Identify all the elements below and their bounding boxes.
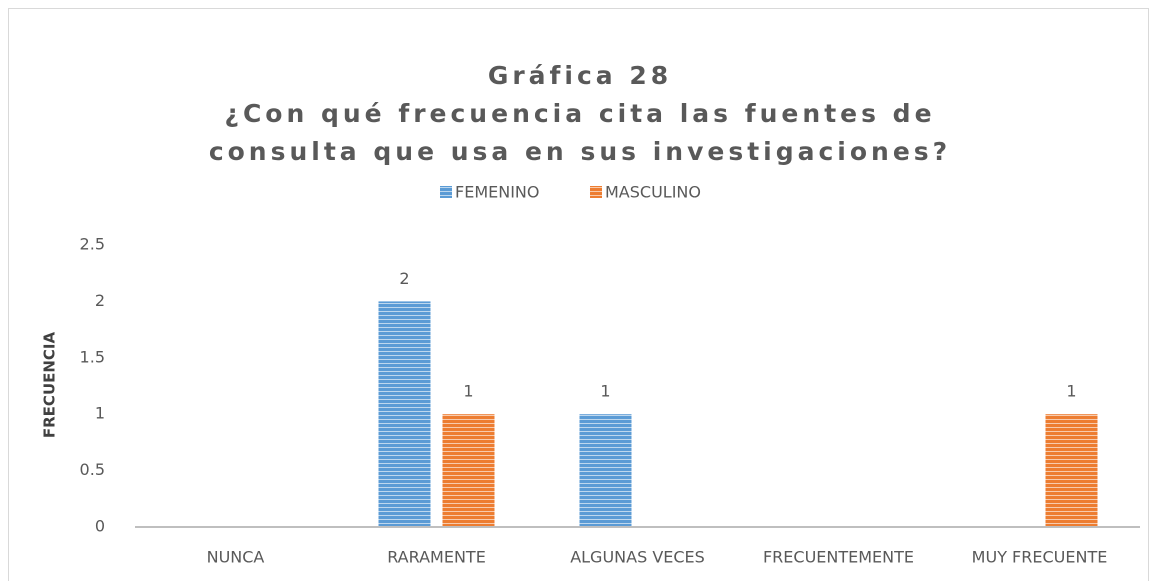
legend-swatch	[590, 186, 602, 198]
data-label: 1	[1066, 382, 1076, 401]
y-tick-label: 0	[95, 517, 105, 536]
data-label: 2	[399, 269, 409, 288]
bar	[378, 301, 431, 527]
chart-title: Gráfica 28	[487, 61, 673, 90]
data-label: 1	[600, 382, 610, 401]
y-tick-label: 2	[95, 291, 105, 310]
y-tick-label: 1	[95, 404, 105, 423]
bar	[579, 414, 632, 527]
y-tick-label: 2.5	[80, 235, 105, 254]
y-tick-label: 0.5	[80, 460, 105, 479]
x-tick-label: ALGUNAS VECES	[570, 548, 705, 567]
y-tick-label: 1.5	[80, 347, 105, 366]
x-tick-label: NUNCA	[207, 548, 265, 567]
x-tick-label: MUY FRECUENTE	[972, 548, 1108, 567]
legend-label: FEMENINO	[455, 183, 539, 202]
data-label: 1	[463, 382, 473, 401]
bar	[1045, 414, 1098, 527]
legend-label: MASCULINO	[605, 183, 701, 202]
chart-border	[8, 8, 1149, 581]
x-tick-label: RARAMENTE	[387, 548, 486, 567]
x-tick-label: FRECUENTEMENTE	[763, 548, 914, 567]
y-axis-label: FRECUENCIA	[41, 331, 59, 438]
chart-subtitle: ¿Con qué frecuencia cita las fuentes de …	[208, 99, 952, 166]
legend-swatch	[440, 186, 452, 198]
bar	[442, 414, 495, 527]
